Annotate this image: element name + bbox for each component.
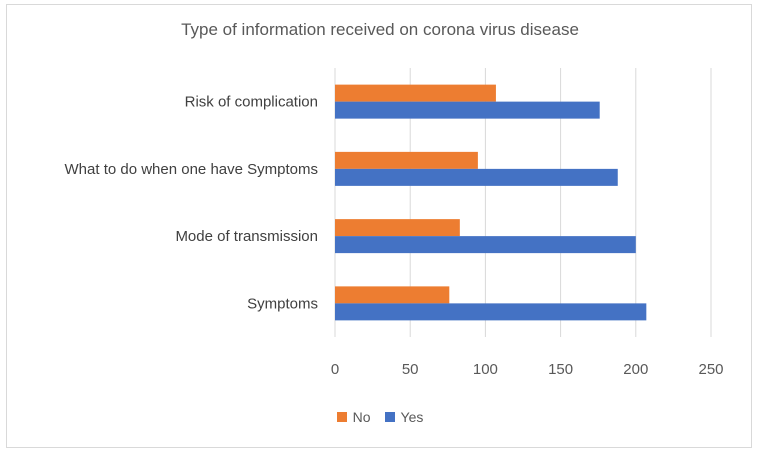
legend-swatch-no <box>336 412 347 422</box>
legend-label-yes: Yes <box>400 409 424 425</box>
x-tick-label-200: 200 <box>623 361 648 378</box>
bar-yes-2 <box>335 236 636 254</box>
bar-no-0 <box>335 84 496 102</box>
chart-title: Type of information received on corona v… <box>181 20 579 39</box>
bar-yes-3 <box>335 303 647 321</box>
legend: No Yes <box>0 409 760 425</box>
bar-no-1 <box>335 151 478 169</box>
legend-label-no: No <box>352 409 371 425</box>
bar-no-2 <box>335 219 460 237</box>
bar-no-3 <box>335 286 450 304</box>
legend-swatch-yes <box>384 412 395 422</box>
x-tick-label-50: 50 <box>402 361 419 378</box>
legend-item-yes: Yes <box>384 409 424 425</box>
category-label-0: Risk of complication <box>185 94 318 111</box>
x-tick-label-100: 100 <box>473 361 498 378</box>
x-tick-label-0: 0 <box>331 361 339 378</box>
x-tick-label-250: 250 <box>698 361 723 378</box>
category-label-1: What to do when one have Symptoms <box>65 161 318 178</box>
bar-yes-0 <box>335 101 600 119</box>
bar-yes-1 <box>335 168 618 186</box>
category-label-2: Mode of transmission <box>175 228 318 245</box>
x-tick-label-150: 150 <box>548 361 573 378</box>
legend-item-no: No <box>336 409 371 425</box>
category-label-3: Symptoms <box>247 295 318 312</box>
